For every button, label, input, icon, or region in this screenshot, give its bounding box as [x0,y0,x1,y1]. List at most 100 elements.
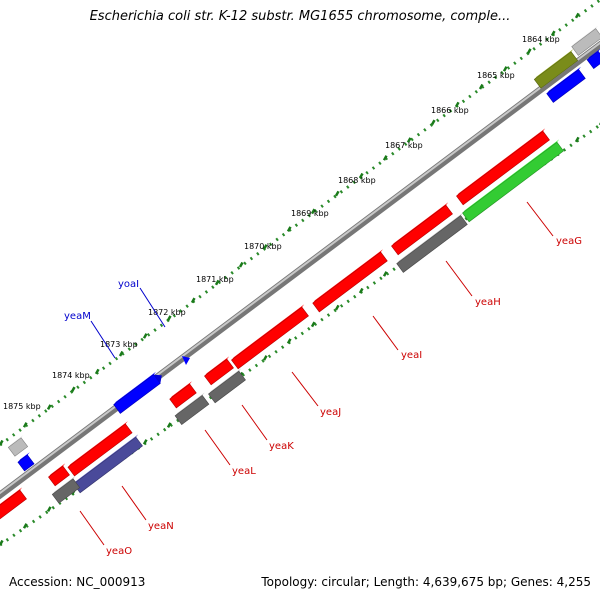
gene-label-yeaO: yeaO [106,546,132,557]
gene-edge-box [0,487,27,520]
gene-blue-edge-box [586,49,600,70]
label-leader-yeaO [79,510,105,546]
major-tick [310,208,316,215]
gene-blue-top-box-face [546,69,586,103]
major-tick [574,136,580,143]
major-tick [118,350,124,357]
gene-label-yeaK: yeaK [269,441,294,452]
gene-yeaK-reverse-box [208,368,246,404]
gene-yeaI-box-face [312,251,388,313]
tick-label: 1871 kbp [196,275,234,284]
major-tick [46,404,52,411]
gene-olive-box [533,49,579,89]
gene-blue-edge-box-face [586,50,600,70]
gene-label-yeaI: yeaI [401,350,422,361]
gene-label-yeaM: yeaM [64,311,91,322]
major-tick [166,315,172,322]
major-tick [478,83,484,90]
tick-label: 1872 kbp [148,308,186,317]
tick-label: 1874 kbp [52,371,90,380]
gene-yeaL-reverse-box-face [174,394,210,426]
major-tick [430,119,436,126]
label-leader-yeaK [241,404,268,441]
gene-labels: yeaG yeaH yeaI yeaJ yeaK yeaL yeaN yeaO yoaI yeaM [64,201,582,557]
label-leader-yeaN [121,485,147,521]
gene-yeaO-reverse-box-face [51,478,81,504]
gene-yeaN-reverse-box [73,434,143,494]
major-tick [358,172,364,179]
gene-yeaH-reverse-box-face [396,215,468,273]
tick-label: 1870 kbp [244,242,282,251]
gene-yeaH-box [391,202,453,256]
major-tick [550,30,556,37]
major-tick [70,386,76,393]
gene-yeaJ-box-face [231,306,309,370]
map-title: Escherichia coli str. K-12 substr. MG165… [89,9,511,24]
tick-label: 1869 kbp [291,209,329,218]
label-leader-yeaJ [291,371,319,407]
major-tick [382,271,388,277]
label-leader-yoaI [139,287,166,328]
major-tick [310,321,316,328]
gene-yeaL-reverse-box [174,392,210,426]
major-tick [382,155,388,161]
major-tick [0,439,4,446]
gene-yeaO-box [48,463,70,487]
major-tick [454,101,460,108]
gene-label-yeaL: yeaL [232,466,256,477]
gene-yeaO-reverse-box [51,476,81,504]
major-tick [334,190,340,197]
gene-yeaK-box-face [204,358,234,386]
major-tick [94,368,100,375]
major-tick [0,539,4,546]
major-tick [262,355,268,361]
kbp-ticks: 1864 kbp 1865 kbp 1866 kbp 1867 kbp 1868 kbp… [0,0,600,547]
gene-yeaM-box [113,371,162,414]
major-tick [262,244,268,250]
gene-small-blue-box-face [17,454,35,472]
gene-small-gray-box-face [7,437,29,457]
major-tick [142,439,148,445]
label-leader-yeaL [204,429,231,466]
tick-label: 1867 kbp [385,141,423,150]
label-leader-yeaI [372,315,399,351]
major-tick [22,422,28,428]
gene-yeaM-box-face [113,374,161,414]
gene-features [0,25,600,520]
gene-gray-top-box-face [571,28,600,56]
gene-yeaM-box-arrow [153,374,162,384]
gene-yeaL-box [169,381,197,409]
label-leader-yeaG [526,201,554,237]
major-tick [190,297,196,304]
major-tick [502,66,508,72]
gene-yeaN-reverse-box-face [73,436,143,494]
backbone-line [0,40,600,500]
gene-small-gray-box [7,435,29,457]
gene-yeaI-box [312,249,388,313]
gene-yeaK-reverse-box-face [208,370,246,404]
tick-label: 1866 kbp [431,106,469,115]
gene-label-yeaJ: yeaJ [320,407,341,418]
gene-small-blue-box [17,452,35,472]
gene-blue-top-box [546,66,586,103]
gene-yoaI-marker [182,356,190,365]
gene-label-yoaI: yoaI [118,279,139,290]
gene-yeaN-box [67,421,133,477]
gene-yeaK-box [204,356,234,386]
tick-label: 1875 kbp [3,402,41,411]
genome-summary-text: Topology: circular; Length: 4,639,675 bp… [261,575,591,589]
gene-yeaG-reverse-box [462,139,564,223]
gene-yeaL-box-face [169,383,197,409]
tick-label: 1868 kbp [338,176,376,185]
label-leader-yeaM [90,320,116,359]
gene-yeaO-box-face [48,465,70,487]
major-tick [334,304,340,311]
gene-yeaJ-box [231,304,309,370]
major-tick [238,261,244,268]
tick-label: 1873 kbp [100,340,138,349]
gene-label-yeaH: yeaH [475,297,501,308]
gene-yeaN-box-face [67,423,133,477]
chromosome-backbone [0,40,600,500]
major-tick [526,48,532,55]
